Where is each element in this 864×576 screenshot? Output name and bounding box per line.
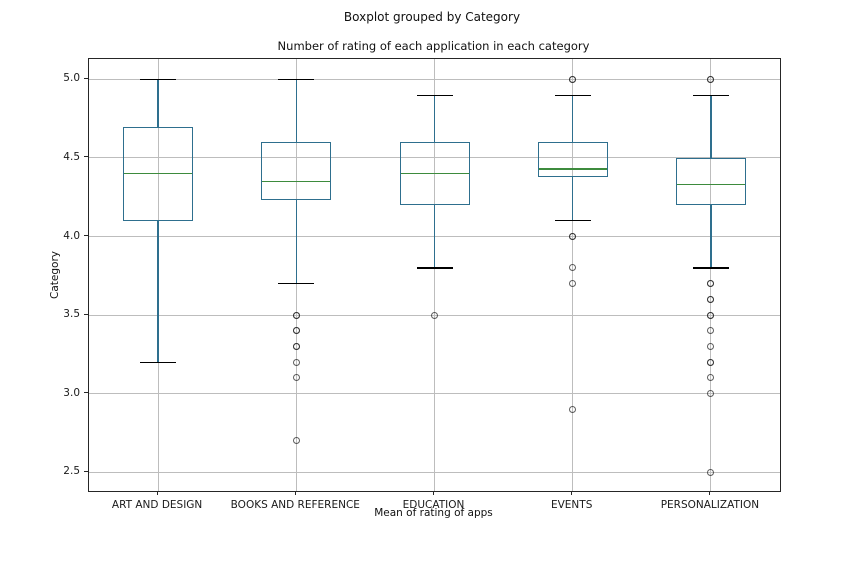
whisker-lower bbox=[572, 176, 574, 221]
axes-title: Number of rating of each application in … bbox=[277, 39, 590, 53]
whisker-cap-top bbox=[416, 94, 453, 96]
flier-point bbox=[707, 358, 715, 366]
flier-point bbox=[569, 280, 577, 288]
flier-point bbox=[292, 358, 300, 366]
plot-area bbox=[88, 58, 781, 492]
whisker-lower bbox=[433, 205, 436, 268]
whisker-cap-top bbox=[140, 78, 177, 80]
y-tick-mark bbox=[84, 235, 88, 236]
whisker-cap-top bbox=[554, 94, 591, 96]
flier-point bbox=[707, 75, 715, 83]
median-line bbox=[676, 183, 745, 186]
median-line bbox=[400, 172, 469, 175]
y-tick-mark bbox=[84, 156, 88, 158]
y-tick-label: 3.0 bbox=[63, 386, 80, 399]
grid-line-vertical bbox=[572, 59, 574, 491]
box bbox=[537, 142, 608, 177]
whisker-cap-bottom bbox=[278, 283, 315, 285]
y-tick-label: 5.0 bbox=[63, 72, 80, 85]
box bbox=[261, 142, 332, 201]
y-tick-mark bbox=[84, 470, 88, 472]
flier-point bbox=[292, 437, 300, 445]
whisker-cap-top bbox=[278, 78, 315, 80]
flier-point bbox=[707, 327, 715, 335]
whisker-upper bbox=[295, 79, 297, 143]
flier-point bbox=[292, 374, 300, 382]
y-tick-mark bbox=[84, 313, 88, 315]
box bbox=[123, 126, 194, 221]
whisker-cap-bottom bbox=[416, 267, 453, 269]
flier-point bbox=[707, 280, 715, 288]
x-tick-label: ART AND DESIGN bbox=[111, 499, 203, 511]
flier-point bbox=[707, 311, 715, 319]
flier-point bbox=[569, 75, 577, 83]
x-tick-mark bbox=[709, 491, 711, 495]
x-tick-mark bbox=[433, 491, 434, 495]
y-tick-label: 2.5 bbox=[63, 465, 80, 478]
x-tick-label: EVENTS bbox=[550, 499, 593, 511]
grid-line-vertical bbox=[434, 59, 435, 491]
flier-point bbox=[292, 311, 300, 319]
x-tick-label: EDUCATION bbox=[402, 499, 465, 511]
flier-point bbox=[292, 342, 300, 350]
x-tick-mark bbox=[571, 491, 573, 495]
figure-title: Boxplot grouped by Category bbox=[343, 10, 521, 24]
y-tick-mark bbox=[84, 77, 88, 79]
x-tick-mark bbox=[294, 491, 296, 495]
flier-point bbox=[707, 468, 715, 476]
whisker-lower bbox=[157, 220, 159, 363]
whisker-cap-bottom bbox=[692, 267, 729, 269]
whisker-upper bbox=[157, 79, 159, 127]
whisker-cap-bottom bbox=[140, 361, 177, 363]
box bbox=[399, 142, 470, 206]
median-line bbox=[262, 180, 331, 183]
flier-point bbox=[707, 342, 715, 350]
flier-point bbox=[569, 405, 577, 413]
whisker-lower bbox=[710, 205, 712, 268]
whisker-upper bbox=[710, 95, 712, 158]
y-tick-label: 3.5 bbox=[63, 308, 80, 321]
whisker-upper bbox=[572, 95, 574, 143]
grid-line-vertical bbox=[710, 59, 712, 491]
median-line bbox=[124, 172, 193, 175]
y-tick-mark bbox=[84, 392, 88, 394]
y-tick-label: 4.0 bbox=[63, 229, 80, 242]
y-axis-label: Category bbox=[49, 251, 61, 299]
flier-point bbox=[292, 327, 300, 335]
flier-point bbox=[707, 295, 715, 303]
flier-point bbox=[431, 311, 438, 319]
x-tick-label: BOOKS AND REFERENCE bbox=[230, 499, 360, 511]
x-tick-mark bbox=[156, 491, 158, 495]
y-tick-label: 4.5 bbox=[63, 150, 80, 163]
whisker-upper bbox=[433, 95, 436, 143]
flier-point bbox=[569, 233, 577, 240]
whisker-cap-top bbox=[692, 94, 729, 96]
flier-point bbox=[707, 390, 715, 398]
box bbox=[675, 157, 746, 206]
whisker-lower bbox=[295, 200, 297, 284]
whisker-cap-bottom bbox=[554, 220, 591, 222]
median-line bbox=[538, 168, 607, 170]
x-tick-label: PERSONALIZATION bbox=[660, 499, 760, 511]
flier-point bbox=[707, 374, 715, 382]
flier-point bbox=[569, 264, 577, 272]
x-axis-label: Mean of rating of apps bbox=[374, 507, 493, 519]
